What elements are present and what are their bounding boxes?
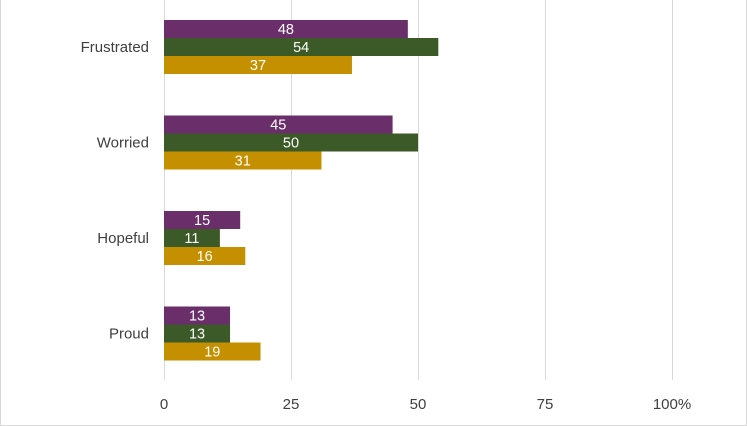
bar-worried-series-1: [164, 115, 393, 134]
bar-worried-series-2: [164, 133, 418, 152]
data-label-worried-series-2: 50: [283, 136, 299, 152]
bar-hopeful-series-3: [164, 247, 246, 265]
category-label-worried: Worried: [97, 135, 149, 152]
bar-hopeful-series-1: [164, 211, 241, 229]
category-labels: Frustrated Worried Hopeful Proud: [81, 39, 149, 343]
category-label-hopeful: Hopeful: [97, 230, 149, 247]
data-label-hopeful-series-3: 16: [197, 249, 213, 265]
data-label-worried-series-1: 45: [270, 118, 286, 134]
category-label-proud: Proud: [109, 326, 149, 343]
bar-frustrated-series-3: [164, 56, 352, 74]
data-label-hopeful-series-1: 15: [194, 213, 210, 229]
bar-frustrated-series-1: [164, 20, 408, 38]
category-label-frustrated: Frustrated: [81, 39, 149, 56]
bar-proud-series-1: [164, 306, 231, 325]
x-tick-label-1: 25: [283, 396, 300, 413]
data-label-hopeful-series-2: 11: [184, 231, 199, 247]
bar-proud-series-2: [164, 324, 231, 343]
x-tick-label-3: 75: [537, 396, 554, 413]
data-label-worried-series-3: 31: [235, 154, 251, 170]
bars: 48 54 37 45 50 31 15 11 16 13 13 19: [164, 20, 439, 361]
data-label-frustrated-series-3: 37: [250, 58, 266, 74]
data-label-frustrated-series-1: 48: [278, 22, 294, 38]
x-tick-label-2: 50: [410, 396, 427, 413]
bar-hopeful-series-2: [164, 229, 220, 247]
bar-frustrated-series-2: [164, 38, 439, 56]
data-label-proud-series-3: 19: [204, 345, 220, 361]
bar-worried-series-3: [164, 151, 322, 170]
data-label-proud-series-2: 13: [189, 327, 205, 343]
x-tick-label-0: 0: [160, 396, 168, 413]
x-tick-label-4: 100%: [653, 396, 691, 413]
x-axis-tick-labels: 0 25 50 75 100%: [160, 396, 691, 413]
bar-proud-series-3: [164, 342, 261, 361]
data-label-frustrated-series-2: 54: [293, 40, 309, 56]
data-label-proud-series-1: 13: [189, 309, 205, 325]
